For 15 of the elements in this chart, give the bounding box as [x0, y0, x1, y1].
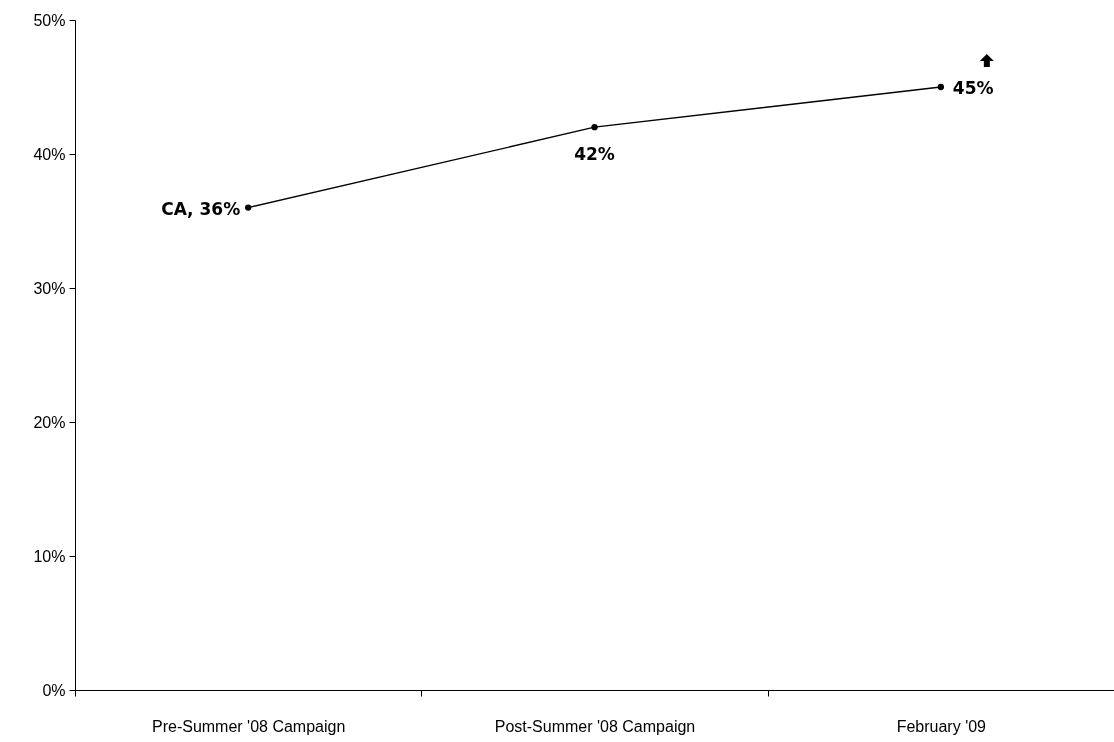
point [245, 204, 252, 211]
data-label: 42% [574, 144, 615, 165]
y-tick-label: 30% [33, 279, 66, 297]
point [591, 124, 598, 131]
data-label: 45% [952, 78, 994, 98]
y-tick-label: 20% [33, 413, 66, 431]
y-tick-label: 10% [33, 547, 66, 565]
y-tick-label: 50% [33, 11, 66, 29]
y-tick-label: 40% [33, 145, 66, 163]
x-tick-label: February '09 [896, 717, 987, 735]
x-tick-label: Post-Summer '08 Campaign [494, 717, 696, 735]
x-tick-label: Pre-Summer '08 Campaign [151, 717, 346, 735]
data-label: CA, 36% [161, 198, 241, 219]
point [937, 83, 944, 91]
y-tick-label: 0% [42, 681, 66, 699]
